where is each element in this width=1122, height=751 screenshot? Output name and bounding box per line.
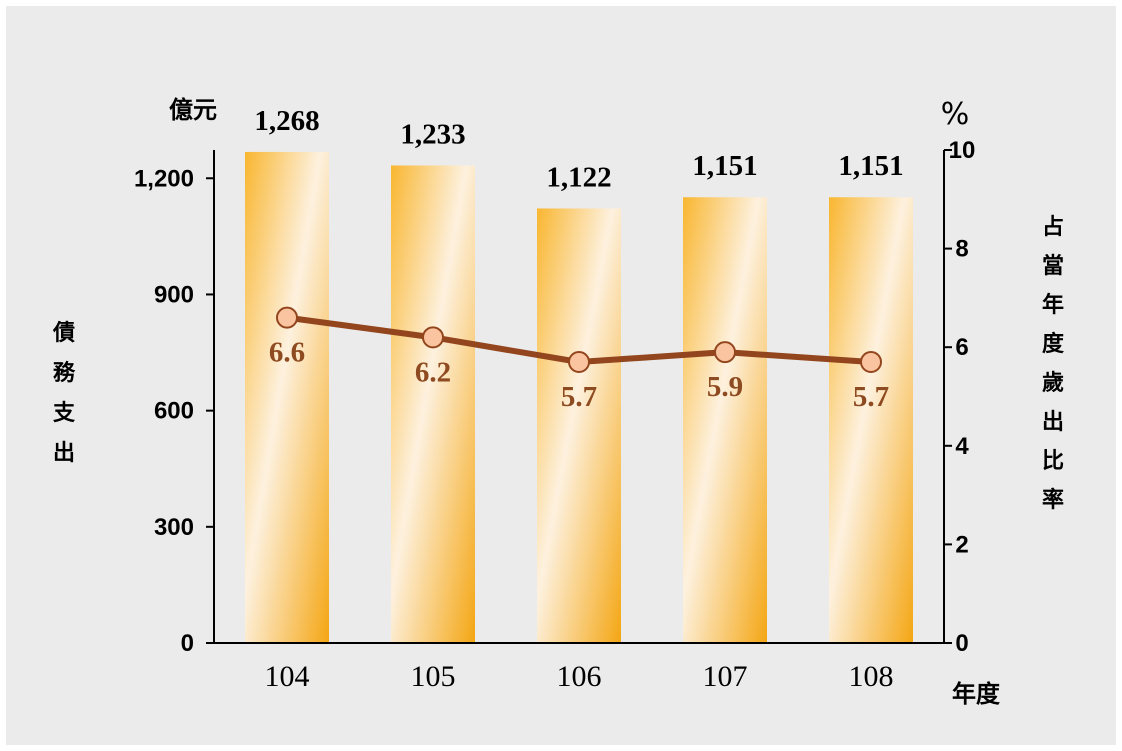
right-axis-unit: % (941, 97, 970, 132)
ratio-value-label: 6.6 (269, 337, 305, 369)
left-tick-label: 1,200 (134, 165, 194, 192)
x-tick-label: 106 (557, 660, 602, 693)
ratio-value-label: 5.9 (707, 371, 743, 403)
ratio-marker-105 (422, 326, 444, 349)
right-tick-label: 0 (955, 630, 968, 657)
axis-title-char: 出 (1042, 409, 1064, 435)
right-tick-label: 8 (955, 236, 968, 263)
bar-value-label: 1,151 (838, 150, 903, 182)
axis-title-char: 支 (53, 400, 76, 426)
bar-106 (537, 208, 621, 643)
bar-104 (245, 151, 329, 643)
right-tick-label: 6 (955, 334, 968, 361)
bar-value-label: 1,151 (692, 150, 757, 182)
ratio-marker-107 (714, 341, 736, 364)
x-tick-label: 105 (411, 660, 456, 693)
ratio-marker-106 (568, 350, 590, 373)
ratio-marker-108 (860, 350, 882, 373)
ratio-value-label: 5.7 (853, 381, 889, 413)
x-tick-label: 104 (265, 660, 310, 693)
left-tick-label: 300 (154, 514, 194, 541)
ratio-marker-104 (276, 306, 298, 329)
axis-title-char: 出 (53, 440, 75, 466)
axis-title-char: 比 (1042, 448, 1064, 474)
x-axis-title: 年度 (952, 679, 1001, 708)
ratio-value-label: 5.7 (561, 381, 597, 413)
right-tick-label: 2 (955, 531, 968, 558)
axis-title-char: 當 (1042, 253, 1064, 279)
left-tick-label: 900 (154, 281, 194, 308)
bar-107 (683, 197, 767, 644)
line-layer (276, 306, 882, 373)
axes-layer (206, 149, 952, 644)
bar-108 (829, 197, 913, 644)
axis-title-char: 歲 (1042, 370, 1064, 396)
bars-layer (245, 151, 913, 644)
bar-value-label: 1,122 (546, 161, 611, 193)
bar-105 (391, 165, 475, 643)
axis-title-char: 債 (52, 320, 75, 346)
right-tick-label: 10 (949, 137, 976, 164)
left-tick-label: 0 (181, 630, 194, 657)
axis-title-char: 度 (1042, 331, 1065, 357)
labels-layer: 1,2681041,2331051,1221061,1511071,151108… (134, 105, 975, 693)
left-axis-unit: 億元 (169, 95, 217, 124)
ratio-value-label: 6.2 (415, 356, 451, 388)
bar-value-label: 1,268 (254, 105, 319, 137)
x-tick-label: 108 (849, 660, 894, 693)
axis-title-char: 務 (53, 360, 76, 386)
axis-title-char: 年 (1042, 292, 1064, 318)
axis-title-char: 占 (1042, 214, 1064, 240)
right-tick-label: 4 (955, 433, 969, 460)
axis-title-char: 率 (1042, 487, 1064, 513)
x-tick-label: 107 (703, 660, 748, 693)
left-tick-label: 600 (154, 398, 194, 425)
bar-value-label: 1,233 (400, 118, 465, 150)
